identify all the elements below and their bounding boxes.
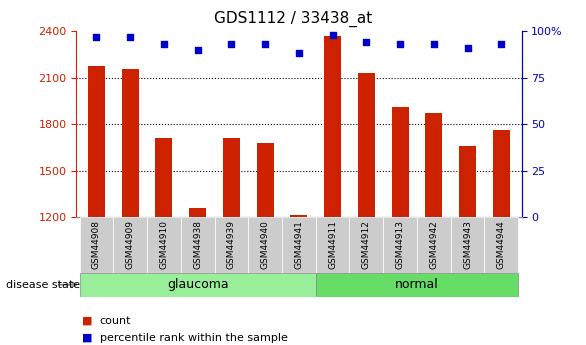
Bar — [257, 143, 274, 217]
Point — [496, 41, 506, 47]
Text: percentile rank within the sample: percentile rank within the sample — [100, 333, 288, 343]
Point — [362, 39, 371, 45]
FancyBboxPatch shape — [248, 217, 282, 273]
Text: GSM44939: GSM44939 — [227, 220, 236, 269]
FancyBboxPatch shape — [316, 273, 518, 297]
Text: ■: ■ — [82, 333, 93, 343]
Point — [92, 34, 101, 39]
Bar — [391, 107, 408, 217]
Point — [328, 32, 338, 38]
Text: GSM44938: GSM44938 — [193, 220, 202, 269]
Point — [429, 41, 438, 47]
Text: glaucoma: glaucoma — [167, 278, 229, 291]
Text: normal: normal — [395, 278, 439, 291]
Text: GSM44913: GSM44913 — [396, 220, 404, 269]
Bar — [358, 73, 375, 217]
Bar — [189, 208, 206, 217]
FancyBboxPatch shape — [417, 217, 451, 273]
FancyBboxPatch shape — [80, 273, 316, 297]
Point — [159, 41, 169, 47]
FancyBboxPatch shape — [113, 217, 147, 273]
Bar — [459, 146, 476, 217]
Bar — [425, 113, 442, 217]
Text: GSM44909: GSM44909 — [125, 220, 135, 269]
Point — [463, 45, 472, 51]
FancyBboxPatch shape — [451, 217, 485, 273]
Text: GSM44942: GSM44942 — [430, 220, 438, 269]
Point — [260, 41, 270, 47]
Text: GSM44908: GSM44908 — [92, 220, 101, 269]
Point — [396, 41, 405, 47]
Text: GSM44911: GSM44911 — [328, 220, 337, 269]
FancyBboxPatch shape — [383, 217, 417, 273]
Point — [125, 34, 135, 39]
Point — [227, 41, 236, 47]
Text: disease state: disease state — [6, 280, 80, 289]
Text: count: count — [100, 316, 131, 326]
Bar — [122, 69, 139, 217]
Point — [294, 51, 304, 56]
Bar — [223, 138, 240, 217]
Text: GSM44940: GSM44940 — [261, 220, 270, 269]
Text: GSM44944: GSM44944 — [497, 220, 506, 269]
FancyBboxPatch shape — [180, 217, 214, 273]
Text: GSM44912: GSM44912 — [362, 220, 371, 269]
FancyBboxPatch shape — [80, 217, 113, 273]
Bar — [493, 130, 510, 217]
Bar — [324, 36, 341, 217]
Point — [193, 47, 202, 52]
FancyBboxPatch shape — [485, 217, 518, 273]
FancyBboxPatch shape — [147, 217, 180, 273]
Text: GDS1112 / 33438_at: GDS1112 / 33438_at — [214, 10, 372, 27]
FancyBboxPatch shape — [316, 217, 349, 273]
Bar — [88, 66, 105, 217]
Bar — [291, 215, 307, 217]
Text: GSM44943: GSM44943 — [463, 220, 472, 269]
FancyBboxPatch shape — [214, 217, 248, 273]
Text: GSM44941: GSM44941 — [294, 220, 304, 269]
FancyBboxPatch shape — [282, 217, 316, 273]
FancyBboxPatch shape — [349, 217, 383, 273]
Text: ■: ■ — [82, 316, 93, 326]
Text: GSM44910: GSM44910 — [159, 220, 168, 269]
Bar — [155, 138, 172, 217]
